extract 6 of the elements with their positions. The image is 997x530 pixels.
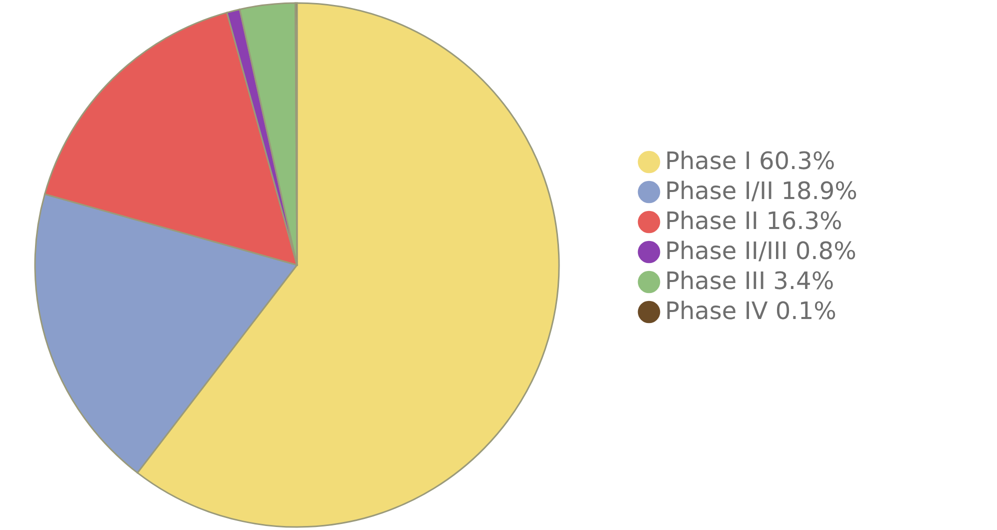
legend-label: Phase I 60.3% [665,147,836,175]
legend-label: Phase II/III 0.8% [665,237,856,265]
legend-label: Phase I/II 18.9% [665,177,858,205]
legend-label: Phase III 3.4% [665,267,834,295]
legend-label: Phase IV 0.1% [665,297,836,325]
legend-label: Phase II 16.3% [665,207,842,235]
